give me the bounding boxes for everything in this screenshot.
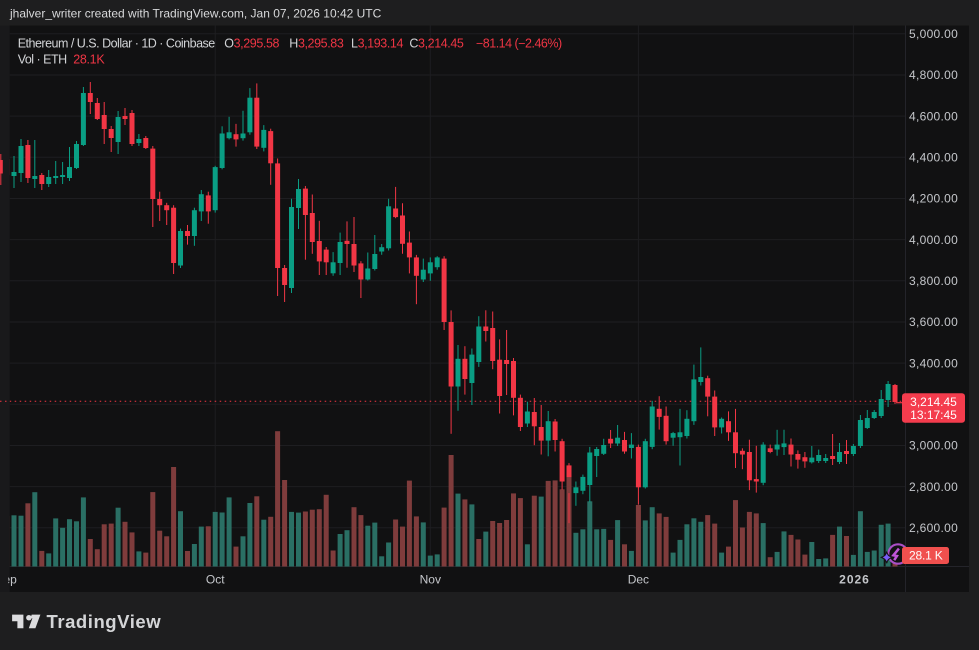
svg-text:5,000.00: 5,000.00 [909,27,958,41]
svg-text:28.1 K: 28.1 K [909,549,943,563]
svg-text:3,400.00: 3,400.00 [909,356,958,370]
svg-text:4,000.00: 4,000.00 [909,233,958,247]
svg-text:2,600.00: 2,600.00 [909,521,958,535]
svg-text:3,000.00: 3,000.00 [909,439,958,453]
svg-text:L3,193.14: L3,193.14 [351,36,403,50]
svg-text:28.1K: 28.1K [73,52,105,66]
svg-text:Vol · ETH: Vol · ETH [18,52,67,66]
svg-text:Nov: Nov [420,573,441,587]
svg-text:−81.14 (−2.46%): −81.14 (−2.46%) [476,36,562,50]
svg-text:13:17:45: 13:17:45 [910,408,957,422]
svg-text:H3,295.83: H3,295.83 [289,36,344,50]
svg-text:C3,214.45: C3,214.45 [409,36,464,50]
svg-text:4,800.00: 4,800.00 [909,68,958,82]
svg-text:3,600.00: 3,600.00 [909,315,958,329]
svg-text:jhalver_writer created with Tr: jhalver_writer created with TradingView.… [9,7,382,21]
svg-text:TradingView: TradingView [47,611,162,632]
svg-text:4,200.00: 4,200.00 [909,192,958,206]
svg-text:Oct: Oct [206,573,225,587]
svg-text:4,400.00: 4,400.00 [909,151,958,165]
svg-text:4,600.00: 4,600.00 [909,109,958,123]
svg-text:2,800.00: 2,800.00 [909,480,958,494]
svg-text:Dec: Dec [628,573,649,587]
svg-text:3,214.45: 3,214.45 [910,395,957,409]
svg-text:2026: 2026 [839,573,870,587]
svg-text:Sep: Sep [0,573,17,587]
svg-text:Ethereum / U.S. Dollar · 1D ·: Ethereum / U.S. Dollar · 1D · Coinbase [18,36,216,50]
svg-text:O3,295.58: O3,295.58 [224,36,279,50]
svg-text:3,800.00: 3,800.00 [909,274,958,288]
